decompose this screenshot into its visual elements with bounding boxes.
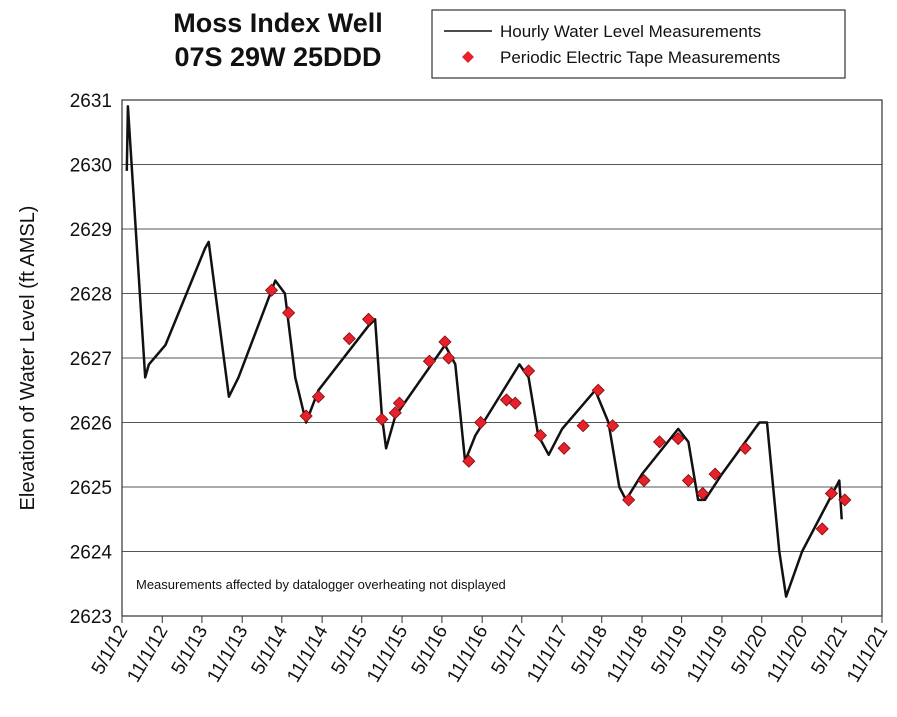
tape-measurement xyxy=(522,364,536,378)
tape-measurement xyxy=(576,419,590,433)
tape-measurement xyxy=(557,441,571,455)
y-tick-label: 2627 xyxy=(70,349,112,370)
tape-measurement xyxy=(438,335,452,349)
y-tick-label: 2630 xyxy=(70,156,112,177)
tape-measurement xyxy=(375,412,389,426)
tape-measurement xyxy=(622,493,636,507)
tape-measurement xyxy=(696,486,710,501)
x-tick-label: 5/1/18 xyxy=(567,622,612,678)
y-tick-label: 2628 xyxy=(70,285,112,306)
x-tick-label: 5/1/13 xyxy=(168,622,213,678)
water-level-line xyxy=(125,105,843,598)
tape-measurement xyxy=(474,415,488,430)
chart-title: 07S 29W 25DDD xyxy=(174,42,381,72)
tape-measurement xyxy=(422,354,436,368)
tape-measurement xyxy=(838,493,852,507)
tape-measurement xyxy=(342,332,356,346)
tape-measurement xyxy=(462,454,476,468)
tape-measurement xyxy=(282,306,296,320)
annotation: Measurements affected by datalogger over… xyxy=(136,577,506,592)
tape-measurement xyxy=(606,419,620,433)
y-tick-label: 2631 xyxy=(70,91,112,112)
x-tick-label: 5/1/20 xyxy=(728,622,773,678)
tape-measurement xyxy=(815,522,829,536)
tape-measurement xyxy=(508,396,522,410)
tape-measurement xyxy=(652,435,667,449)
x-tick-label: 5/1/15 xyxy=(327,622,372,678)
tape-measurement xyxy=(681,473,696,488)
tape-measurement xyxy=(388,406,402,420)
x-tick-label: 5/1/12 xyxy=(88,622,133,678)
tape-measurement xyxy=(264,283,279,297)
tape-measurement xyxy=(671,432,685,446)
legend-swatch xyxy=(462,51,474,63)
x-tick-label: 5/1/17 xyxy=(488,622,533,678)
x-tick-label: 5/1/21 xyxy=(807,622,852,678)
tape-measurement xyxy=(499,393,514,407)
x-tick-label: 11/1/14 xyxy=(283,622,332,687)
y-tick-label: 2623 xyxy=(70,607,112,628)
grid xyxy=(122,99,882,617)
tape-measurement xyxy=(738,441,752,455)
legend-label: Hourly Water Level Measurements xyxy=(500,22,761,41)
x-tick-label: 5/1/16 xyxy=(408,622,453,678)
y-tick-label: 2629 xyxy=(70,220,112,241)
tape-measurement xyxy=(824,486,838,501)
legend-box xyxy=(431,9,846,79)
y-tick-label: 2625 xyxy=(70,478,112,499)
x-tick-label: 5/1/19 xyxy=(647,622,692,678)
tape-measurement xyxy=(442,351,456,365)
tape-measurement xyxy=(361,312,376,326)
tape-measurement xyxy=(533,428,547,442)
y-tick-label: 2626 xyxy=(70,414,112,435)
tape-measurement xyxy=(591,383,605,397)
legend-label: Periodic Electric Tape Measurements xyxy=(500,48,780,67)
tape-measurement xyxy=(392,396,406,410)
plot-frame xyxy=(121,99,883,617)
y-tick-label: 2624 xyxy=(70,543,113,564)
chart-title: Moss Index Well xyxy=(173,8,383,38)
tape-measurement xyxy=(299,409,313,423)
tape-measurement xyxy=(311,390,325,404)
tape-measurement xyxy=(637,473,651,488)
tape-measurement xyxy=(708,467,722,481)
y-axis-label: Elevation of Water Level (ft AMSL) xyxy=(17,206,39,511)
